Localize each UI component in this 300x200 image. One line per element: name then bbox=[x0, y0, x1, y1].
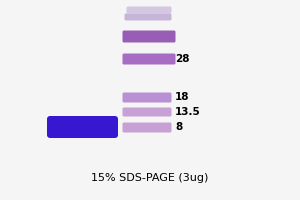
FancyBboxPatch shape bbox=[122, 92, 172, 102]
Text: 13.5: 13.5 bbox=[175, 107, 201, 117]
Text: 28: 28 bbox=[175, 54, 190, 64]
FancyBboxPatch shape bbox=[122, 108, 172, 116]
Text: 15% SDS-PAGE (3ug): 15% SDS-PAGE (3ug) bbox=[91, 173, 209, 183]
FancyBboxPatch shape bbox=[47, 116, 118, 138]
Text: 18: 18 bbox=[175, 92, 190, 102]
FancyBboxPatch shape bbox=[127, 6, 172, 14]
FancyBboxPatch shape bbox=[124, 14, 172, 21]
Text: 8: 8 bbox=[175, 122, 182, 132]
FancyBboxPatch shape bbox=[122, 53, 176, 64]
FancyBboxPatch shape bbox=[122, 30, 176, 43]
FancyBboxPatch shape bbox=[122, 122, 172, 132]
